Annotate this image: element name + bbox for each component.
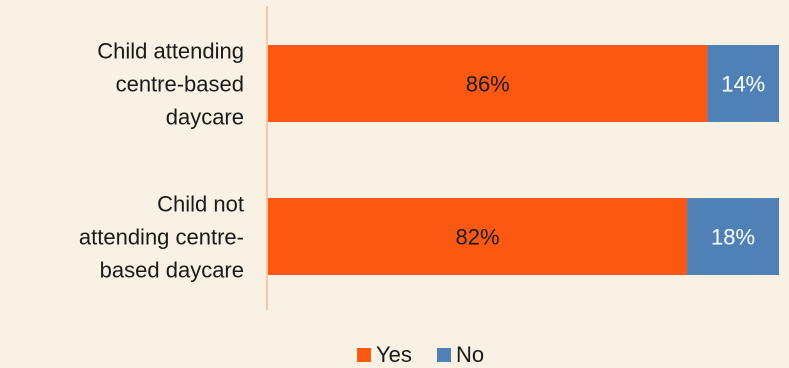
category-label-1-line-0: Child not [157,192,244,217]
data-label-no-1: 18% [711,225,755,250]
legend-swatch-no [437,348,451,362]
legend-label-no: No [456,342,484,367]
category-label-1-line-2: based daycare [100,258,244,283]
bars-group: 86% 14% 82% 18% [268,45,779,275]
bar-yes-1 [268,198,688,275]
bar-yes-0 [268,45,708,122]
bar-no-1 [687,198,779,275]
legend: Yes No [357,342,484,367]
data-label-yes-0: 86% [466,72,510,97]
category-label-0-line-2: daycare [166,105,244,130]
legend-swatch-yes [357,348,371,362]
category-label-0-line-1: centre-based [116,72,244,97]
category-labels: Child attending centre-based daycare Child … [79,39,244,283]
category-label-1-line-1: attending centre- [79,225,244,250]
data-label-yes-1: 82% [455,225,499,250]
legend-label-yes: Yes [376,342,412,367]
category-label-0-line-0: Child attending [97,39,244,64]
bar-no-0 [707,45,779,122]
data-label-no-0: 14% [721,72,765,97]
